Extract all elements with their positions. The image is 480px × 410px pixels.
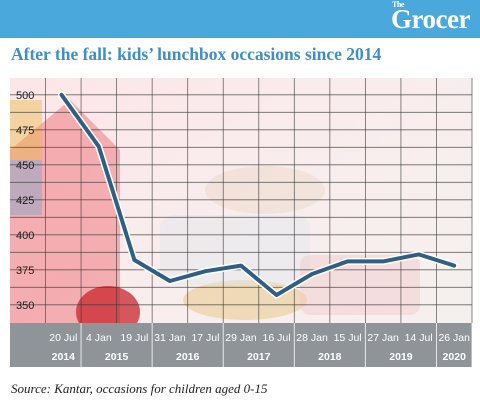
x-tick-label: 26 Jan bbox=[438, 332, 470, 344]
x-tick-label: 20 Jul bbox=[49, 332, 77, 344]
x-tick-label: 4 Jan bbox=[86, 332, 112, 344]
year-label: 2015 bbox=[105, 351, 129, 363]
grid bbox=[10, 78, 473, 323]
x-tick-label: 19 Jul bbox=[120, 332, 148, 344]
x-tick-label: 16 Jul bbox=[263, 332, 291, 344]
y-tick-label: 400 bbox=[16, 230, 34, 242]
y-tick-label: 350 bbox=[16, 300, 34, 312]
x-tick-label: 17 Jul bbox=[191, 332, 219, 344]
year-label: 2017 bbox=[247, 351, 271, 363]
x-axis-band bbox=[10, 323, 472, 367]
series-lines bbox=[58, 91, 458, 299]
plot-background bbox=[10, 78, 472, 367]
source-note: Source: Kantar, occasions for children a… bbox=[11, 381, 268, 396]
y-tick-label: 375 bbox=[16, 265, 34, 277]
y-tick-label: 500 bbox=[16, 90, 34, 102]
year-label: 2016 bbox=[176, 351, 200, 363]
brand-logo: The Grocer bbox=[391, 0, 470, 35]
x-tick-label: 31 Jan bbox=[154, 332, 186, 344]
x-tick-label: 29 Jan bbox=[225, 332, 257, 344]
year-label: 2018 bbox=[318, 351, 342, 363]
line-chart: 500 475 450 425 400 375 350 20 Jul 4 Jan 19 Jul 3… bbox=[10, 78, 473, 367]
year-label: 2020 bbox=[443, 351, 467, 363]
series-line bbox=[59, 92, 457, 297]
y-tick-label: 425 bbox=[16, 195, 34, 207]
y-axis-labels: 500 475 450 425 400 375 350 bbox=[16, 90, 34, 312]
brand-name: Grocer bbox=[391, 4, 470, 34]
y-tick-label: 475 bbox=[16, 125, 34, 137]
header-bar: The Grocer bbox=[0, 0, 480, 38]
year-label: 2014 bbox=[52, 351, 76, 363]
x-tick-label: 14 Jul bbox=[405, 332, 433, 344]
year-label: 2019 bbox=[389, 351, 413, 363]
brand-small-text: The bbox=[392, 0, 404, 9]
y-tick-label: 450 bbox=[16, 160, 34, 172]
chart-title: After the fall: kids’ lunchbox occasions… bbox=[11, 44, 382, 64]
x-axis-labels: 20 Jul 4 Jan 19 Jul 31 Jan 17 Jul 29 Jan 16 Ju… bbox=[49, 323, 473, 367]
x-tick-label: 28 Jan bbox=[296, 332, 328, 344]
x-tick-label: 27 Jan bbox=[367, 332, 399, 344]
x-tick-label: 15 Jul bbox=[334, 332, 362, 344]
